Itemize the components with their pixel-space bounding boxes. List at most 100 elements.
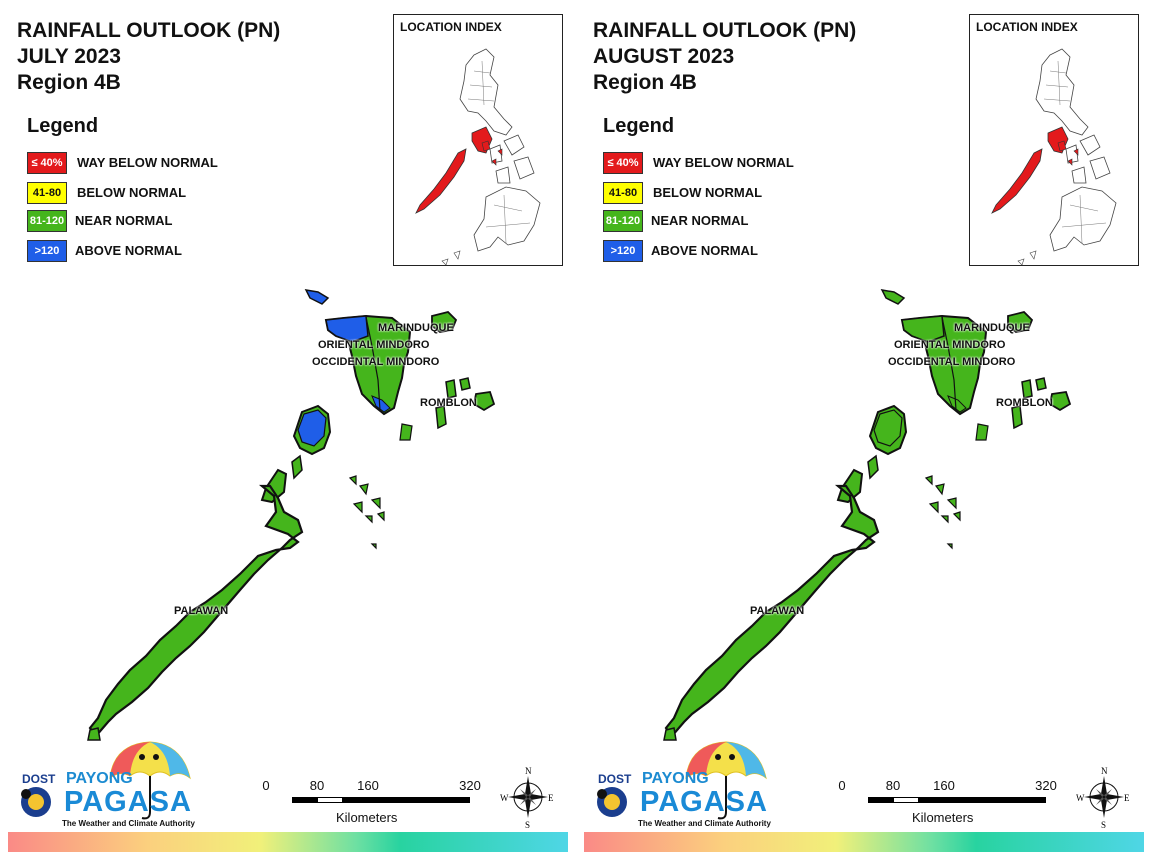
scale-unit-label: Kilometers	[336, 810, 398, 825]
compass-w: W	[1076, 793, 1085, 803]
legend-swatch-above: >120	[27, 240, 67, 262]
title-line-product: RAINFALL OUTLOOK (PN)	[593, 19, 857, 42]
scale-tick-160: 160	[933, 778, 955, 793]
outlook-panel-august: RAINFALL OUTLOOK (PN) AUGUST 2023 Region…	[576, 0, 1152, 864]
pagasa-gradient-strip	[584, 832, 1144, 852]
location-index-inset: LOCATION INDEX	[969, 14, 1139, 266]
palawan-islands	[87, 404, 385, 741]
region-4b-rainfall-map	[87, 289, 496, 741]
outlook-panel-july: RAINFALL OUTLOOK (PN) JULY 2023 Region 4…	[8, 14, 568, 852]
legend-swatch-way-below: ≤ 40%	[603, 152, 643, 174]
map-label-oriental-mindoro: ORIENTAL MINDORO	[318, 339, 430, 351]
legend-label-near: NEAR NORMAL	[651, 213, 749, 228]
marinduque-island	[431, 311, 458, 333]
legend-swatch-below: 41-80	[27, 182, 67, 204]
map-label-oriental-mindoro: ORIENTAL MINDORO	[894, 339, 1006, 351]
logo-tagline: The Weather and Climate Authority	[638, 819, 771, 828]
map-label-palawan: PALAWAN	[174, 605, 229, 617]
compass-s: S	[1101, 820, 1106, 830]
philippines-locator-map	[991, 48, 1117, 266]
romblon-islands	[399, 377, 496, 441]
scale-tick-0: 0	[262, 778, 270, 793]
compass-e: E	[1124, 793, 1130, 803]
map-label-marinduque: MARINDUQUE	[378, 322, 454, 334]
legend-label-way-below: WAY BELOW NORMAL	[653, 155, 794, 170]
legend-swatch-below: 41-80	[603, 182, 643, 204]
compass-rose-icon: N E S W	[1076, 766, 1130, 830]
inset-palawan-highlight	[991, 148, 1043, 214]
inset-title: LOCATION INDEX	[976, 20, 1078, 34]
north-arrow: N E S W	[500, 764, 556, 830]
scale-tick-320: 320	[1035, 778, 1057, 793]
legend-label-below: BELOW NORMAL	[77, 185, 187, 200]
legend-swatch-near: 81-120	[603, 210, 643, 232]
title-line-region: Region 4B	[17, 71, 121, 94]
legend-label-near: NEAR NORMAL	[75, 213, 173, 228]
inset-title: LOCATION INDEX	[400, 20, 502, 34]
payong-pagasa-logo: DOST PAYONG PAGASA The Weather and Clima…	[14, 740, 204, 830]
map-label-romblon: ROMBLON	[996, 397, 1053, 409]
scale-segment	[943, 797, 1046, 803]
map-label-marinduque: MARINDUQUE	[954, 322, 1030, 334]
palawan-islands	[663, 404, 961, 741]
legend-label-way-below: WAY BELOW NORMAL	[77, 155, 218, 170]
compass-rose-icon: N E S W	[500, 766, 554, 830]
logo-payong-text: PAYONG	[66, 770, 133, 787]
pagasa-gradient-strip	[8, 832, 568, 852]
inset-palawan-highlight	[415, 148, 467, 214]
scale-tick-80: 80	[309, 778, 325, 793]
compass-w: W	[500, 793, 509, 803]
legend-swatch-near: 81-120	[27, 210, 67, 232]
location-index-inset: LOCATION INDEX	[393, 14, 563, 266]
payong-pagasa-logo: DOST PAYONG PAGASA The Weather and Clima…	[590, 740, 780, 830]
legend-label-below: BELOW NORMAL	[653, 185, 763, 200]
map-label-romblon: ROMBLON	[420, 397, 477, 409]
scale-tick-0: 0	[838, 778, 846, 793]
scale-tick-160: 160	[357, 778, 379, 793]
legend-swatch-way-below: ≤ 40%	[27, 152, 67, 174]
title-line-month: JULY 2023	[17, 45, 121, 68]
scale-segment	[893, 797, 919, 803]
logo-tagline: The Weather and Climate Authority	[62, 819, 195, 828]
scale-segment	[367, 797, 470, 803]
compass-s: S	[525, 820, 530, 830]
legend-title: Legend	[603, 115, 675, 137]
legend-label-above: ABOVE NORMAL	[75, 243, 182, 258]
legend-label-above: ABOVE NORMAL	[651, 243, 758, 258]
logo-dost-text: DOST	[598, 772, 632, 786]
logo-pagasa-text: PAGASA	[640, 786, 768, 818]
scale-segment	[317, 797, 343, 803]
map-label-occidental-mindoro: OCCIDENTAL MINDORO	[312, 356, 440, 368]
legend-swatch-above: >120	[603, 240, 643, 262]
scale-unit-label: Kilometers	[912, 810, 974, 825]
legend-title: Legend	[27, 115, 99, 137]
title-line-product: RAINFALL OUTLOOK (PN)	[17, 19, 281, 42]
north-arrow: N E S W	[1076, 764, 1132, 830]
map-label-palawan: PALAWAN	[750, 605, 805, 617]
map-title: RAINFALL OUTLOOK (PN) JULY 2023 Region 4…	[17, 18, 280, 96]
umbrella-icon	[21, 741, 191, 820]
map-label-occidental-mindoro: OCCIDENTAL MINDORO	[888, 356, 1016, 368]
title-line-region: Region 4B	[593, 71, 697, 94]
scale-bar: 0 80 160 320 Kilometers	[838, 778, 1068, 828]
marinduque-island	[1007, 311, 1034, 333]
umbrella-icon	[597, 741, 767, 820]
compass-n: N	[1101, 766, 1108, 776]
romblon-islands	[975, 377, 1072, 441]
scale-segment	[868, 797, 894, 803]
mindoro-island	[880, 289, 988, 416]
compass-e: E	[548, 793, 554, 803]
scale-bar: 0 80 160 320 Kilometers	[262, 778, 492, 828]
compass-n: N	[525, 766, 532, 776]
philippines-locator-map	[415, 48, 541, 266]
title-line-month: AUGUST 2023	[593, 45, 735, 68]
scale-segment	[292, 797, 318, 803]
map-title: RAINFALL OUTLOOK (PN) AUGUST 2023 Region…	[593, 18, 856, 96]
scale-tick-320: 320	[459, 778, 481, 793]
region-4b-rainfall-map	[663, 289, 1072, 741]
scale-segment	[342, 797, 368, 803]
mindoro-island	[304, 289, 412, 416]
logo-dost-text: DOST	[22, 772, 56, 786]
logo-pagasa-text: PAGASA	[64, 786, 192, 818]
logo-payong-text: PAYONG	[642, 770, 709, 787]
